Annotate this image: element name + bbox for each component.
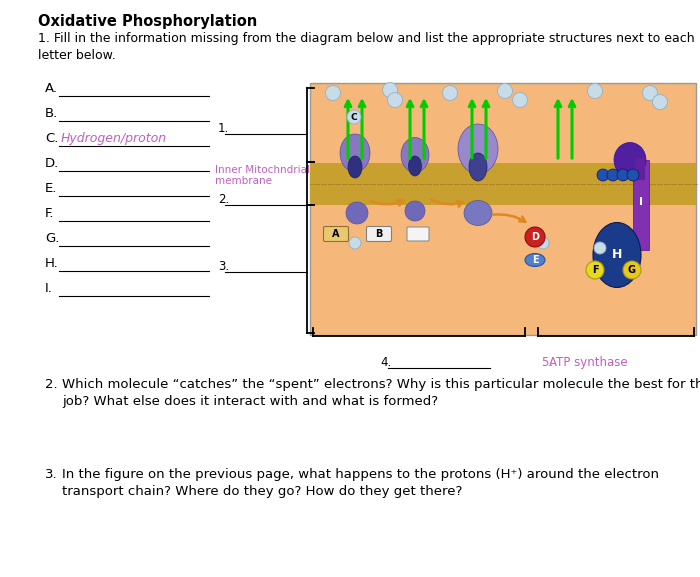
Circle shape xyxy=(525,227,545,247)
Circle shape xyxy=(442,85,458,100)
FancyBboxPatch shape xyxy=(323,227,349,242)
Text: 1.: 1. xyxy=(218,122,230,135)
Text: E: E xyxy=(532,255,538,265)
Text: Which molecule “catches” the “spent” electrons? Why is this particular molecule : Which molecule “catches” the “spent” ele… xyxy=(62,378,700,408)
Text: 1. Fill in the information missing from the diagram below and list the appropria: 1. Fill in the information missing from … xyxy=(38,32,694,62)
Text: 2.: 2. xyxy=(218,193,230,206)
Text: A.: A. xyxy=(45,82,58,95)
Ellipse shape xyxy=(405,201,425,221)
Circle shape xyxy=(512,92,528,107)
Text: B.: B. xyxy=(45,107,58,120)
Ellipse shape xyxy=(469,153,487,181)
Bar xyxy=(633,160,649,250)
Circle shape xyxy=(643,85,657,100)
Text: Hydrogen/proton: Hydrogen/proton xyxy=(61,132,167,145)
Circle shape xyxy=(586,261,604,279)
Text: 3.: 3. xyxy=(45,468,57,481)
Text: G: G xyxy=(628,265,636,275)
Ellipse shape xyxy=(340,134,370,172)
Text: F.: F. xyxy=(45,207,55,220)
Bar xyxy=(310,163,696,205)
Text: membrane: membrane xyxy=(215,176,272,186)
Text: F: F xyxy=(592,265,598,275)
Text: Oxidative Phosphorylation: Oxidative Phosphorylation xyxy=(38,14,258,29)
Ellipse shape xyxy=(458,124,498,174)
FancyBboxPatch shape xyxy=(407,227,429,241)
Circle shape xyxy=(388,92,402,107)
Text: 2.: 2. xyxy=(45,378,57,391)
Ellipse shape xyxy=(409,156,421,176)
Circle shape xyxy=(594,242,606,254)
Ellipse shape xyxy=(593,223,641,287)
Circle shape xyxy=(617,169,629,181)
Text: B: B xyxy=(375,229,383,239)
Bar xyxy=(310,83,696,335)
Circle shape xyxy=(498,84,512,99)
Text: 5.: 5. xyxy=(542,356,557,369)
Bar xyxy=(635,158,645,180)
Text: D.: D. xyxy=(45,157,60,170)
Text: A: A xyxy=(332,229,340,239)
Text: E.: E. xyxy=(45,182,57,195)
Circle shape xyxy=(597,169,609,181)
Ellipse shape xyxy=(464,200,492,226)
Ellipse shape xyxy=(348,156,362,178)
Text: C: C xyxy=(351,113,357,122)
Text: Inner Mitochndrial: Inner Mitochndrial xyxy=(215,165,310,175)
Text: H: H xyxy=(612,249,622,261)
Ellipse shape xyxy=(614,143,646,178)
FancyBboxPatch shape xyxy=(367,227,391,242)
Circle shape xyxy=(623,261,641,279)
Text: H.: H. xyxy=(45,257,59,270)
Circle shape xyxy=(587,84,603,99)
Circle shape xyxy=(349,237,361,249)
Circle shape xyxy=(347,110,361,124)
Text: 3.: 3. xyxy=(218,260,229,273)
Text: I.: I. xyxy=(45,282,53,295)
Circle shape xyxy=(326,85,340,100)
Circle shape xyxy=(627,169,639,181)
Ellipse shape xyxy=(346,202,368,224)
Text: I: I xyxy=(639,197,643,207)
Text: 4.: 4. xyxy=(380,356,391,369)
Circle shape xyxy=(652,95,668,110)
Text: G.: G. xyxy=(45,232,60,245)
Ellipse shape xyxy=(401,137,429,173)
Circle shape xyxy=(382,83,398,98)
Ellipse shape xyxy=(525,253,545,267)
Circle shape xyxy=(537,237,549,249)
Text: D: D xyxy=(531,232,539,242)
Circle shape xyxy=(607,169,619,181)
Text: C.: C. xyxy=(45,132,58,145)
Text: ATP synthase: ATP synthase xyxy=(549,356,628,369)
Text: In the figure on the previous page, what happens to the protons (H⁺) around the : In the figure on the previous page, what… xyxy=(62,468,659,498)
